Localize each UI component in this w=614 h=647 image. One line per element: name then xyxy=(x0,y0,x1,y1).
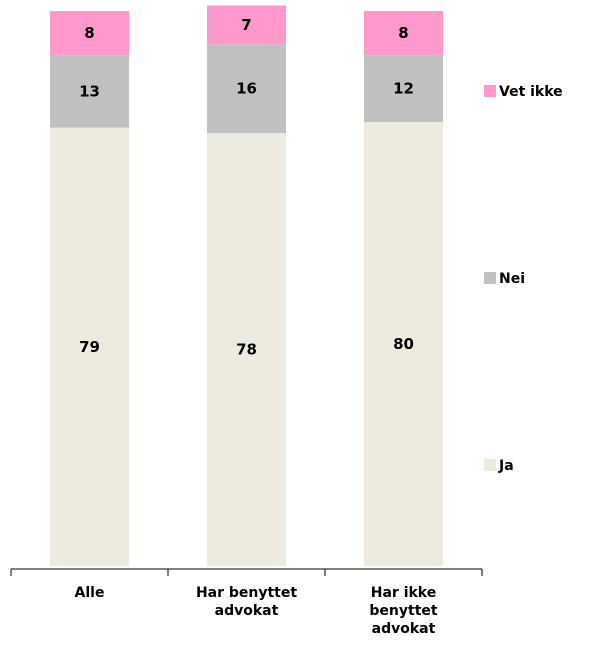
bar-nei-1 xyxy=(50,55,129,128)
data-label-vet-ikke-3: 8 xyxy=(398,24,408,42)
bars-group: 79 13 8 78 16 7 80 12 8 xyxy=(50,5,443,567)
bar-nei-2 xyxy=(207,44,286,134)
category-label-1: Alle xyxy=(75,585,105,601)
data-label-ja-2: 78 xyxy=(236,341,257,359)
bar-vet-ikke-2 xyxy=(207,5,286,45)
data-label-nei-1: 13 xyxy=(79,82,100,100)
bar-ja-1 xyxy=(50,127,129,567)
legend-swatch-nei xyxy=(484,272,496,284)
legend-label-ja: Ja xyxy=(498,458,514,474)
data-label-vet-ikke-2: 7 xyxy=(241,16,251,34)
legend: Ja Nei Vet ikke xyxy=(484,84,563,474)
legend-label-vet-ikke: Vet ikke xyxy=(499,84,563,100)
x-axis: Alle Har benyttet advokat Har ikke benyttet a… xyxy=(10,568,483,637)
category-label-3: Har ikke benyttet advokat xyxy=(369,585,437,637)
legend-label-nei: Nei xyxy=(499,271,525,287)
data-label-nei-3: 12 xyxy=(393,80,414,98)
data-label-ja-3: 80 xyxy=(393,335,414,353)
bar-vet-ikke-1 xyxy=(50,11,129,56)
legend-swatch-vet-ikke xyxy=(484,85,496,97)
data-label-nei-2: 16 xyxy=(236,80,257,98)
legend-swatch-ja xyxy=(484,459,496,471)
category-label-2: Har benyttet advokat xyxy=(196,585,297,619)
bar-vet-ikke-3 xyxy=(364,11,443,56)
data-label-ja-1: 79 xyxy=(79,338,100,356)
bar-ja-2 xyxy=(207,133,286,566)
data-label-vet-ikke-1: 8 xyxy=(84,24,94,42)
bar-nei-3 xyxy=(364,55,443,122)
bar-ja-3 xyxy=(364,122,443,566)
